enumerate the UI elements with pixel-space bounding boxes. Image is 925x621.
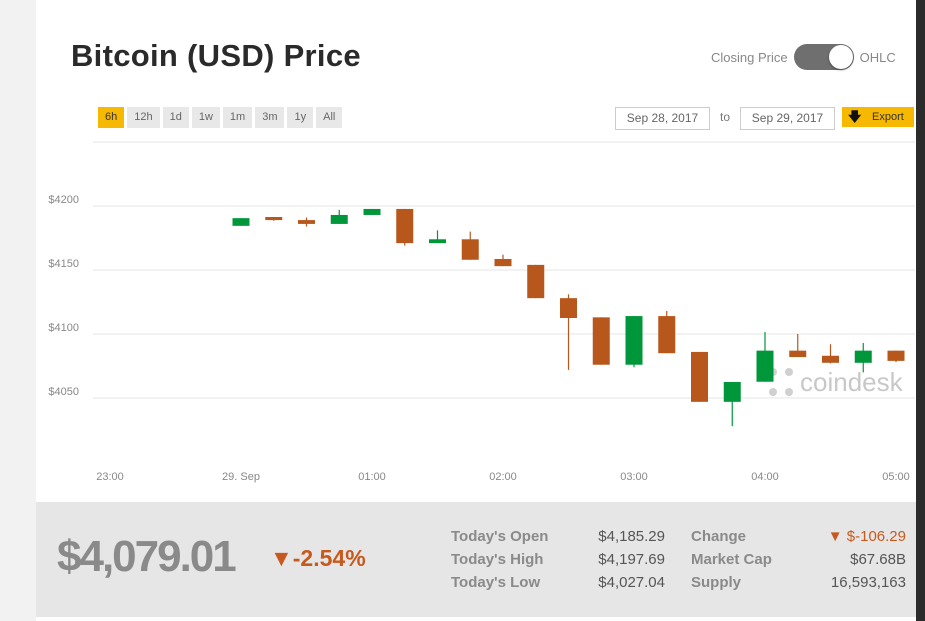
range-selector: 6h 12h 1d 1w 1m 3m 1y All [98, 107, 343, 128]
range-1d[interactable]: 1d [162, 107, 189, 128]
stat-label-open: Today's Open [451, 528, 549, 545]
summary-panel [36, 502, 916, 617]
candle-down [887, 350, 905, 361]
x-tick-label: 02:00 [489, 471, 517, 483]
stat-value-high: $4,197.69 [598, 551, 665, 568]
x-tick-label: 04:00 [751, 471, 779, 483]
candle-down [560, 298, 577, 318]
candle-up [854, 350, 872, 363]
stat-value-supply: 16,593,163 [830, 574, 906, 591]
candle-down [822, 355, 839, 363]
coindesk-watermark: coindesk [769, 367, 904, 397]
range-3m[interactable]: 3m [255, 107, 285, 128]
range-1m[interactable]: 1m [222, 107, 253, 128]
window-edge [916, 0, 925, 621]
candle-down [298, 220, 315, 224]
stat-value-open: $4,185.29 [598, 528, 665, 545]
y-tick-label: $4150 [48, 258, 79, 270]
stat-label-supply: Supply [691, 574, 742, 591]
mode-switch[interactable] [793, 44, 854, 70]
watermark-text: coindesk [800, 367, 904, 397]
candlestick-chart: $4200 $4150 $4100 $4050 23:00 29. Sep 01:00 02:… [48, 141, 915, 483]
x-tick-label: 23:00 [96, 471, 124, 483]
candle-down [265, 217, 283, 221]
stat-value-low: $4,027.04 [598, 574, 665, 591]
candle-up [363, 208, 381, 215]
range-1w[interactable]: 1w [191, 107, 220, 128]
y-tick-label: $4100 [48, 322, 79, 334]
toggle-label-ohlc[interactable]: OHLC [859, 49, 896, 65]
watermark-dot [785, 388, 793, 396]
watermark-dot [769, 388, 777, 396]
candle-down [789, 350, 807, 358]
candle-up [625, 316, 643, 365]
x-tick-label: 03:00 [620, 471, 648, 483]
change-percent: ▼-2.54% [270, 545, 366, 571]
candle-up [723, 382, 741, 402]
date-from-input[interactable]: Sep 28, 2017 [615, 107, 710, 130]
range-6h[interactable]: 6h [98, 107, 125, 128]
candle-down [461, 239, 479, 260]
candle-up [756, 350, 774, 382]
stat-label-market-cap: Market Cap [691, 551, 772, 568]
candle-up [330, 214, 348, 224]
stat-value-market-cap: $67.68B [850, 551, 906, 568]
stat-label-high: Today's High [451, 551, 544, 568]
current-price: $4,079.01 [57, 532, 237, 581]
toggle-label-closing[interactable]: Closing Price [711, 49, 788, 65]
stat-value-change: ▼ $-106.29 [827, 528, 906, 545]
candle-down [658, 316, 676, 354]
export-label: Export [872, 111, 904, 123]
page-title: Bitcoin (USD) Price [71, 38, 361, 73]
candle-up [429, 239, 446, 244]
stat-label-change: Change [691, 528, 747, 545]
range-12h[interactable]: 12h [127, 107, 160, 128]
candle-down [527, 264, 545, 299]
y-tick-label: $4200 [48, 194, 79, 206]
date-to-label: to [720, 110, 731, 124]
stat-label-low: Today's Low [451, 574, 541, 591]
candle-down [691, 351, 708, 402]
download-arrow-icon: 🡇 [848, 109, 862, 124]
watermark-dot [785, 368, 793, 376]
chart-mode-toggle: Closing Price OHLC [711, 44, 896, 70]
date-to-input[interactable]: Sep 29, 2017 [740, 107, 835, 130]
candle-up [232, 218, 250, 226]
switch-knob [828, 45, 853, 69]
export-button[interactable]: 🡇 Export [842, 107, 914, 127]
candle-down [494, 258, 512, 267]
candle-down [592, 317, 610, 365]
x-tick-label: 29. Sep [222, 471, 260, 483]
y-tick-label: $4050 [48, 386, 79, 398]
x-tick-label: 01:00 [358, 471, 386, 483]
candle-down [396, 208, 414, 244]
range-all[interactable]: All [316, 107, 343, 128]
range-1y[interactable]: 1y [287, 107, 314, 128]
x-tick-label: 05:00 [882, 471, 910, 483]
